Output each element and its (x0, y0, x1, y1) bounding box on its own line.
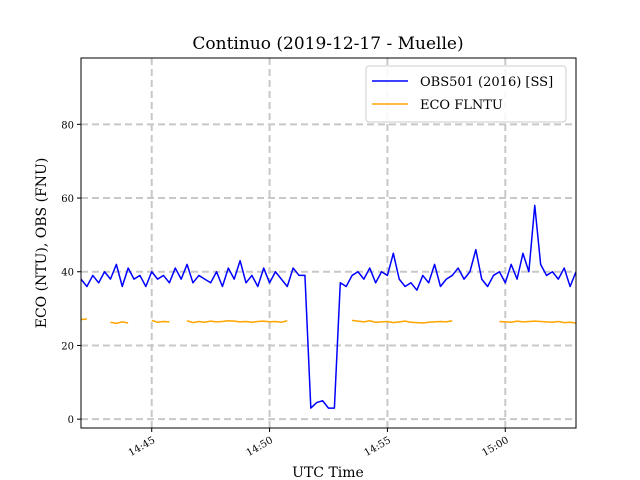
y-tick-label: 20 (61, 341, 74, 352)
legend-label: OBS501 (2016) [SS] (420, 75, 553, 90)
legend-label: ECO FLNTU (420, 98, 503, 113)
legend-box (365, 65, 567, 123)
series-line (80, 204, 577, 409)
series-line (80, 318, 577, 325)
y-tick-label: 80 (61, 120, 74, 131)
y-tick-label: 0 (68, 415, 74, 426)
y-axis-label: ECO (NTU), OBS (FNU) (34, 158, 50, 329)
x-axis-label: UTC Time (292, 465, 364, 480)
y-tick-label: 40 (61, 268, 74, 279)
y-tick-label: 60 (61, 194, 74, 205)
plot-frame (80, 57, 577, 429)
chart-title: Continuo (2019-12-17 - Muelle) (192, 34, 463, 54)
